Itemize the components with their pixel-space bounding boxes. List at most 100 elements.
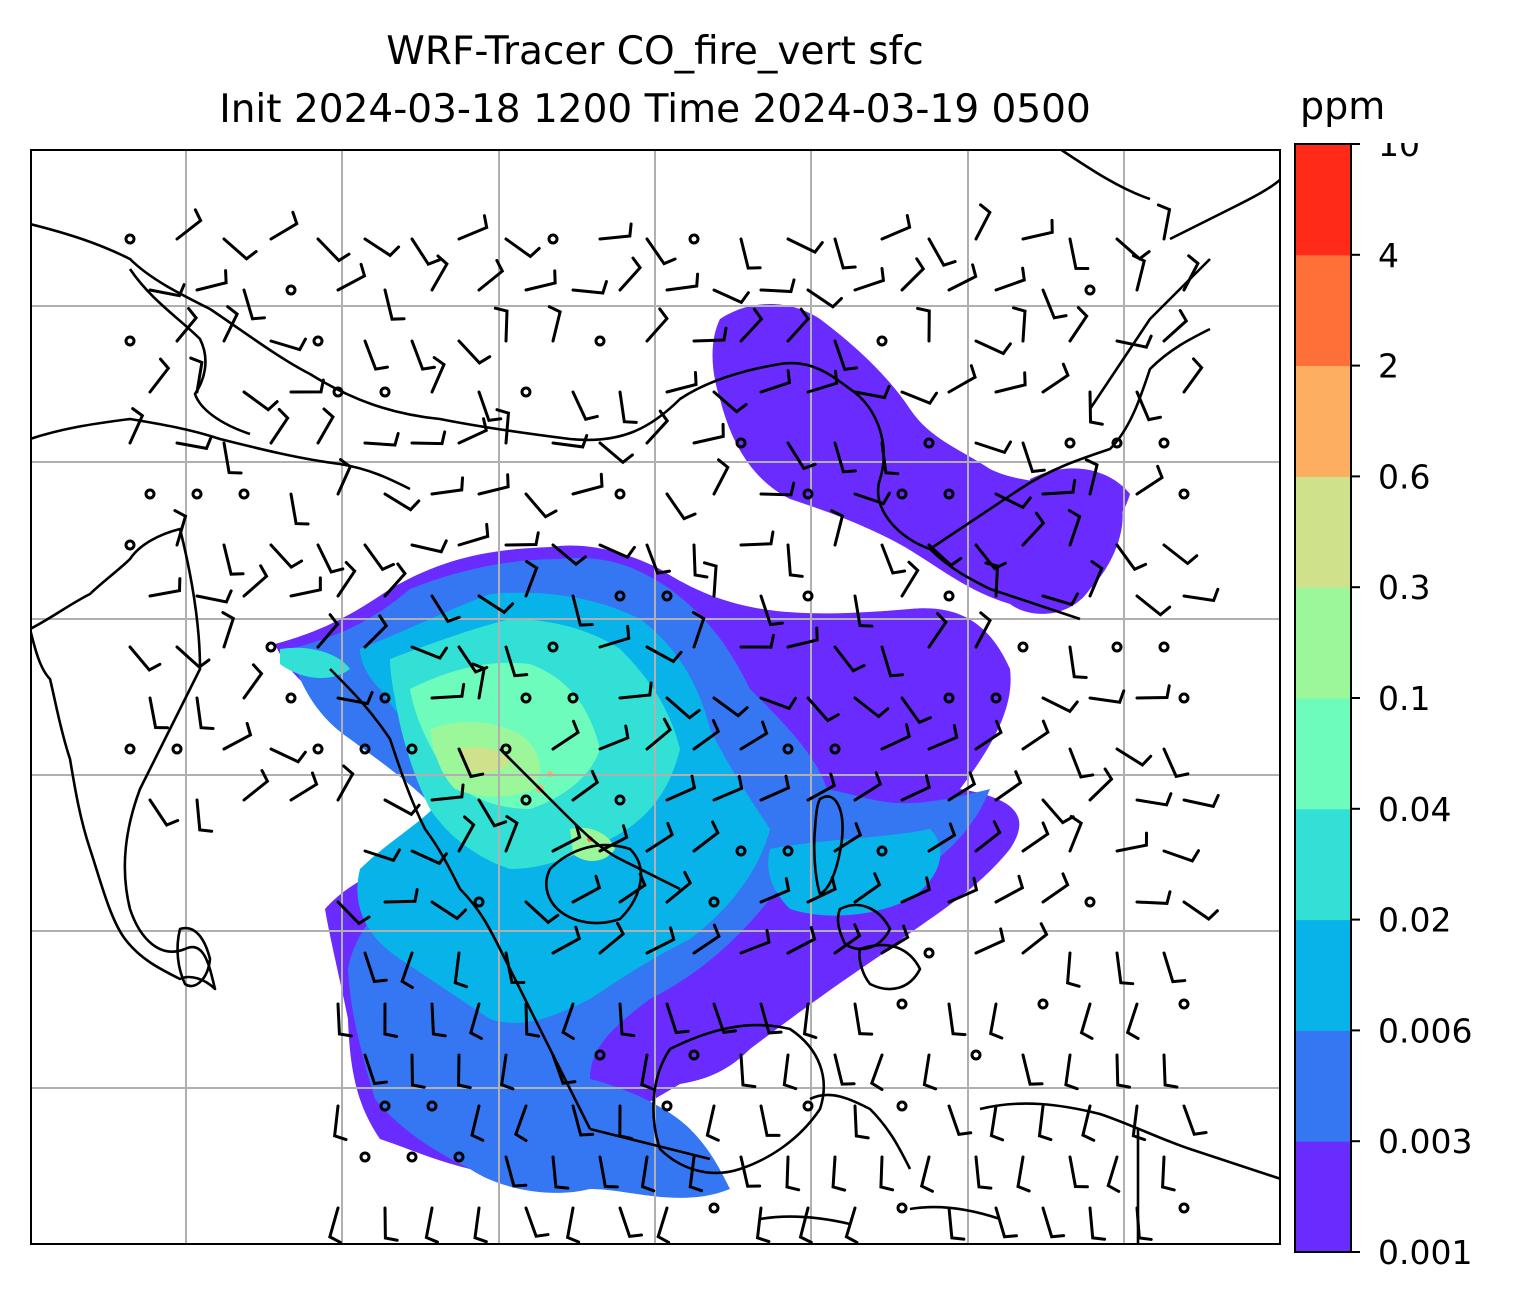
wind-barb	[806, 772, 837, 802]
wind-barb	[927, 543, 963, 568]
wind-barb	[363, 543, 396, 572]
wind-barb	[1115, 831, 1149, 853]
wind-barb	[853, 267, 886, 292]
wind-barb	[598, 724, 630, 751]
colorbar-tick-label: 0.003	[1378, 1122, 1472, 1161]
calm-wind-marker	[829, 743, 841, 755]
wind-barb	[504, 951, 526, 985]
calm-wind-marker	[359, 743, 371, 755]
wind-barb	[148, 357, 171, 394]
wind-barb	[739, 633, 775, 649]
wind-barb	[565, 1206, 581, 1244]
wind-barb	[477, 594, 515, 615]
calm-wind-marker	[896, 488, 908, 500]
wind-barb	[900, 876, 932, 904]
wind-barb	[900, 774, 931, 802]
wind-barb	[470, 1104, 485, 1142]
wind-barb	[1115, 1053, 1132, 1089]
wind-barb	[1068, 645, 1088, 679]
coastlines	[30, 149, 1281, 1245]
wind-barb	[424, 1206, 439, 1244]
colorbar-segment	[1295, 698, 1351, 810]
wind-barb	[1067, 509, 1082, 547]
wind-barb	[495, 408, 511, 445]
wind-barb	[880, 924, 910, 955]
wind-barb	[598, 921, 626, 955]
wind-barb	[1068, 815, 1084, 853]
wind-barb	[974, 611, 992, 649]
wind-barb	[430, 682, 466, 700]
wind-barb	[1068, 1155, 1089, 1189]
wind-barb	[922, 1053, 938, 1091]
wind-barb	[1068, 306, 1089, 343]
wind-barb	[645, 543, 671, 575]
calm-wind-marker	[661, 1100, 673, 1112]
wind-barb	[739, 530, 775, 547]
wind-barb	[336, 560, 357, 598]
wind-barb	[786, 307, 811, 343]
wind-barb	[189, 356, 204, 394]
colorbar-segment	[1295, 365, 1351, 477]
wind-barb	[618, 1206, 644, 1239]
wind-barb	[785, 1155, 801, 1192]
map-panel	[30, 149, 1281, 1245]
wind-barb	[363, 431, 400, 447]
wind-barb	[1162, 747, 1190, 779]
calm-wind-marker	[943, 488, 955, 500]
wind-barb	[363, 1053, 388, 1086]
wind-barb	[645, 717, 672, 751]
wind-barb	[692, 718, 721, 751]
wind-barb	[1041, 478, 1077, 496]
wind-barb	[175, 435, 213, 451]
wind-barb	[524, 900, 560, 925]
wind-barb	[1041, 1206, 1066, 1239]
wind-barb	[269, 337, 307, 352]
calm-wind-marker	[1084, 284, 1096, 296]
wind-barb	[289, 576, 322, 598]
wind-barb	[524, 492, 558, 519]
wind-barb	[333, 1104, 348, 1142]
wind-barb	[128, 407, 145, 445]
wind-barb	[688, 1155, 704, 1193]
wind-barb	[853, 696, 890, 719]
calm-wind-marker	[238, 488, 250, 500]
calm-wind-marker	[802, 1100, 814, 1112]
wind-barb	[524, 1002, 541, 1038]
wind-barb	[806, 369, 839, 394]
wind-barb	[759, 481, 796, 497]
colorbar-tick-label: 0.001	[1378, 1233, 1472, 1268]
wind-barb	[1125, 1002, 1140, 1040]
wind-barb	[994, 1206, 1018, 1239]
wind-barb	[994, 371, 1027, 394]
wind-barb	[1081, 1104, 1096, 1142]
wind-barb	[665, 272, 700, 292]
wind-barb	[242, 564, 269, 598]
wind-barb	[692, 326, 728, 343]
wind-barb	[410, 1053, 426, 1089]
wind-barb	[927, 822, 957, 853]
wind-barb	[269, 543, 304, 570]
wind-barb	[336, 458, 353, 496]
wind-barb	[927, 612, 948, 649]
colorbar-segment	[1295, 1030, 1351, 1142]
wind-barb	[1162, 1053, 1179, 1089]
wind-barb	[705, 1104, 720, 1142]
wind-barb	[128, 645, 162, 672]
wind-barb	[363, 614, 389, 649]
wind-barb	[947, 876, 979, 904]
wind-barb	[739, 720, 769, 751]
colorbar-tick-label: 2	[1378, 347, 1399, 386]
wind-barb	[148, 577, 182, 598]
wind-barb	[336, 1002, 353, 1038]
calm-wind-marker	[876, 335, 888, 347]
wind-barb	[571, 472, 604, 496]
calm-wind-marker	[473, 896, 485, 908]
calm-wind-marker	[124, 233, 136, 245]
calm-wind-marker	[520, 386, 532, 398]
wind-barb	[1182, 254, 1200, 292]
wind-barb	[175, 645, 211, 670]
wind-barb	[316, 237, 351, 263]
wind-barb	[222, 721, 253, 751]
calm-wind-marker	[614, 590, 626, 602]
wind-barb	[269, 210, 299, 241]
